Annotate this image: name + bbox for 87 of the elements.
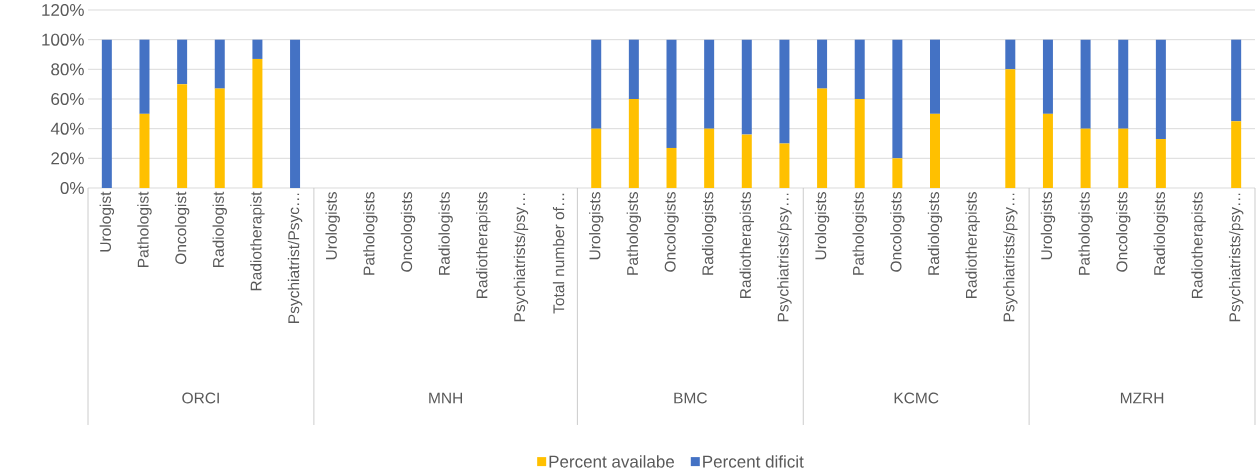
bar: [139, 113, 150, 188]
x-tick-label: Pathologist: [137, 191, 152, 267]
bar: [741, 39, 752, 135]
bar: [591, 128, 602, 188]
y-tick-label: 40%: [50, 122, 84, 135]
bar: [1118, 128, 1129, 188]
x-tick-label: Radiologist: [212, 191, 227, 267]
bar: [628, 39, 639, 99]
bar: [817, 39, 828, 89]
x-tick-label: Oncologists: [664, 192, 679, 272]
x-tick-label: Radiotherapists: [739, 192, 755, 298]
x-tick-label: Urologists: [325, 192, 340, 260]
bar: [1080, 39, 1091, 129]
bar: [704, 39, 715, 129]
bar: [1005, 69, 1016, 188]
bar: [1155, 39, 1166, 140]
y-tick-label: 60%: [51, 92, 84, 106]
bar: [252, 39, 263, 59]
bar: [214, 39, 225, 89]
x-tick-label: Urologists: [814, 192, 830, 260]
x-tick-label: Radiotherapists: [965, 192, 980, 298]
bar: [628, 99, 639, 188]
bar: [854, 39, 865, 99]
text: MZRH: [1120, 392, 1164, 404]
bar: [1231, 121, 1242, 188]
y-tick-label: 120%: [42, 3, 84, 17]
x-tick-label: Psychiatrists/psy…: [1228, 193, 1244, 322]
bar: [1155, 139, 1166, 188]
x-tick-label: Pathologists: [363, 192, 378, 275]
bar: [1118, 39, 1129, 129]
bar: [1042, 113, 1053, 188]
y-tick-label: 80%: [51, 63, 84, 76]
x-tick-label: Radiotherapist: [250, 191, 265, 291]
bar: [1042, 39, 1053, 114]
bar: [854, 99, 865, 188]
x-tick-label: Psychiatrists/psy…: [777, 193, 792, 322]
x-tick-label: Radiologists: [438, 192, 453, 275]
bar: [666, 147, 677, 188]
x-tick-label: Urologists: [1040, 192, 1056, 260]
x-tick-label: Radiotherapists: [1191, 192, 1206, 298]
bar: [779, 143, 790, 188]
x-tick-label: Psychiatrists/psy…: [1003, 193, 1018, 322]
bar: [139, 39, 150, 114]
bar: [290, 39, 301, 188]
x-tick-label: Psychiatrist/Psyc…: [287, 193, 303, 323]
x-tick-label: Urologists: [588, 192, 604, 260]
legend-label: Percent availabe: [549, 455, 675, 468]
bar: [741, 134, 752, 188]
bar: [1231, 39, 1242, 122]
y-tick-label: 20%: [51, 152, 84, 165]
x-tick-label: Radiologists: [927, 192, 943, 275]
bar: [892, 158, 903, 188]
bar: [214, 88, 225, 188]
bar: [930, 113, 941, 188]
text: BMC: [674, 392, 707, 404]
x-tick-label: Radiologists: [1153, 192, 1169, 275]
legend-label: Percent dificit: [703, 455, 804, 468]
x-tick-label: Pathologists: [626, 192, 642, 275]
x-tick-label: Radiotherapists: [476, 192, 491, 298]
bar: [892, 39, 903, 159]
bar: [930, 39, 941, 114]
x-tick-label: Pathologists: [1078, 192, 1093, 275]
x-tick-label: Oncologists: [1116, 192, 1131, 272]
text: ORCI: [182, 392, 219, 404]
bar: [591, 39, 602, 129]
bar: [1005, 39, 1016, 70]
x-tick-label: Urologist: [99, 191, 115, 252]
bar: [177, 39, 188, 85]
bar: [1080, 128, 1091, 188]
x-tick-label: Oncologist: [174, 191, 190, 265]
bar: [817, 88, 828, 188]
bar: [177, 84, 188, 188]
bar: [779, 39, 790, 144]
x-tick-label: Oncologists: [400, 192, 416, 272]
y-tick-label: 0%: [60, 181, 84, 195]
y-tick-label: 100%: [42, 33, 84, 46]
text: MNH: [429, 392, 463, 404]
x-tick-label: Total number of…: [552, 193, 565, 314]
bar: [666, 39, 677, 148]
bar: [252, 58, 263, 188]
x-tick-label: Oncologists: [890, 192, 905, 272]
x-tick-label: Pathologists: [852, 192, 867, 275]
text: KCMC: [894, 392, 939, 404]
x-tick-label: Radiologists: [701, 192, 717, 275]
bar: [704, 128, 715, 188]
bar: [101, 39, 112, 188]
x-tick-label: Psychiatrists/psy…: [513, 193, 529, 322]
